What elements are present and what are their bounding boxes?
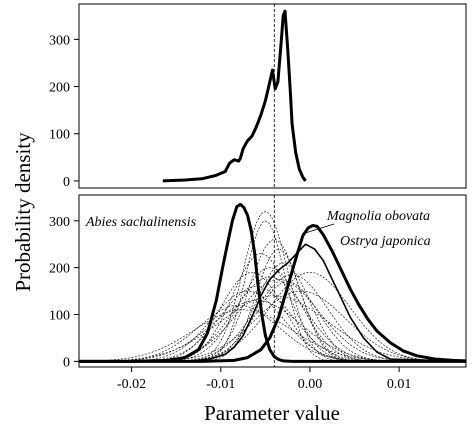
dashed-curve-8 (79, 262, 466, 362)
annotation-abies-sachalinensis: Abies sachalinensis (85, 215, 197, 230)
bottom-ytick-label-0: 0 (63, 355, 70, 370)
top-ytick-label-100: 100 (49, 128, 70, 143)
bottom-y-tick-labels: 0 100 200 300 (49, 215, 70, 371)
dashed-curve-6 (79, 239, 466, 362)
top-y-ticks (74, 38, 79, 182)
dashed-curve-1 (79, 267, 466, 362)
dashed-curve-7 (79, 253, 466, 362)
bottom-ytick-label-100: 100 (49, 309, 70, 324)
dashed-curve-14 (79, 281, 466, 362)
top-ytick-label-200: 200 (49, 81, 70, 96)
bottom-y-ticks (74, 220, 79, 362)
annotation-magnolia-obovata: Magnolia obovata (326, 209, 430, 224)
x-axis-title: Parameter value (204, 401, 340, 425)
dashed-curve-10 (79, 290, 466, 362)
dashed-curve-16 (79, 272, 466, 362)
highlighted-species-curves (79, 202, 467, 363)
annotation-ostrya-japonica: Ostrya japonica (340, 234, 431, 249)
top-panel: 0 100 200 300 (49, 3, 467, 190)
bottom-panel: 0 100 200 300 -0.02 -0.01 0.00 0.01 Abie… (49, 194, 467, 392)
curve-magnolia-obovata (79, 243, 467, 363)
top-panel-frame (78, 3, 467, 189)
curve-ostrya-japonica (79, 224, 467, 363)
curve-abies-sachalinensis (79, 202, 466, 363)
xtick-label-m002: -0.02 (117, 377, 146, 392)
bottom-panel-frame (78, 194, 467, 368)
posterior-density-curve (162, 9, 307, 183)
xtick-label-001: 0.01 (387, 377, 412, 392)
dashed-curve-2 (79, 286, 466, 362)
dashed-curve-9 (79, 272, 466, 362)
xtick-label-m001: -0.01 (206, 377, 235, 392)
dashed-curve-4 (79, 290, 466, 362)
annotation-leader-magnolia (301, 223, 335, 235)
dashed-curve-5 (79, 274, 466, 362)
y-axis-title: Probability density (11, 132, 35, 292)
bottom-x-tick-labels: -0.02 -0.01 0.00 0.01 (117, 377, 411, 392)
bottom-ytick-label-300: 300 (49, 215, 70, 230)
dashed-curve-3 (79, 279, 466, 362)
top-ytick-label-0: 0 (63, 175, 70, 190)
dashed-curve-18 (79, 248, 466, 362)
dashed-curve-19 (78, 309, 466, 362)
xtick-label-000: 0.00 (298, 377, 323, 392)
bottom-ytick-label-200: 200 (49, 262, 70, 277)
dashed-curve-12 (79, 295, 467, 362)
top-ytick-label-300: 300 (49, 33, 70, 48)
bottom-x-ticks (131, 367, 400, 372)
top-y-tick-labels: 0 100 200 300 (49, 33, 70, 190)
